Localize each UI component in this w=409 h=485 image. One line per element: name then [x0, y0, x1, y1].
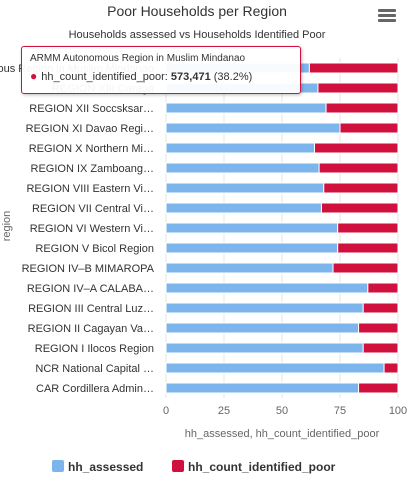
bar-hh_count_identified_poor-12[interactable]	[362, 302, 399, 314]
bar-hh_count_identified_poor-4[interactable]	[313, 142, 399, 154]
legend[interactable]: hh_assessed hh_count_identified_poor	[52, 460, 336, 474]
bar-hh_assessed-13[interactable]	[165, 322, 360, 334]
chart-subtitle: Households assessed vs Households Identi…	[69, 29, 326, 41]
tooltip-title: ARMM Autonomous Region in Muslim Mindana…	[30, 53, 246, 64]
tooltip-series-label: hh_count_identified_poor:	[41, 71, 168, 83]
bar-hh_count_identified_poor-5[interactable]	[318, 162, 399, 174]
bar-hh_count_identified_poor-7[interactable]	[320, 202, 399, 214]
bar-series	[165, 62, 399, 394]
bar-hh_count_identified_poor-8[interactable]	[337, 222, 399, 234]
category-label: CAR Cordillera Admin…	[36, 383, 154, 395]
bar-hh_count_identified_poor-10[interactable]	[332, 262, 399, 274]
bar-hh_count_identified_poor-14[interactable]	[362, 342, 399, 354]
tooltip-percent: (38.2%)	[213, 71, 253, 83]
category-label: REGION VIII Eastern Vi…	[26, 183, 154, 195]
category-label: REGION V Bicol Region	[35, 243, 154, 255]
x-tick-label: 25	[218, 405, 230, 417]
bar-hh_count_identified_poor-16[interactable]	[358, 382, 399, 394]
legend-label-hh_count_identified_poor[interactable]: hh_count_identified_poor	[188, 460, 336, 474]
legend-label-hh_assessed[interactable]: hh_assessed	[68, 460, 143, 474]
bar-hh_count_identified_poor-6[interactable]	[323, 182, 399, 194]
bar-hh_assessed-6[interactable]	[165, 182, 325, 194]
bar-hh_assessed-14[interactable]	[165, 342, 364, 354]
bar-hh_assessed-10[interactable]	[165, 262, 334, 274]
bar-hh_assessed-3[interactable]	[165, 122, 341, 134]
category-label: REGION X Northern Mi…	[29, 143, 154, 155]
bar-hh_count_identified_poor-15[interactable]	[383, 362, 399, 374]
x-tick-labels: 0 25 50 75 100	[163, 405, 407, 417]
hamburger-menu-icon-bottom	[378, 19, 396, 22]
bar-hh_assessed-9[interactable]	[165, 242, 339, 254]
category-label: NCR National Capital …	[35, 363, 154, 375]
bar-hh_assessed-4[interactable]	[165, 142, 315, 154]
legend-swatch-hh_assessed[interactable]	[52, 460, 64, 472]
y-axis-title: region	[1, 211, 13, 242]
category-label: REGION IV–B MIMAROPA	[22, 263, 155, 275]
category-label: REGION II Cagayan Va…	[28, 323, 154, 335]
category-label: REGION IV–A CALABA…	[27, 283, 154, 295]
bar-hh_count_identified_poor-9[interactable]	[337, 242, 399, 254]
x-tick-label: 75	[334, 405, 346, 417]
tooltip-series-dot-icon: ●	[30, 69, 38, 83]
category-label: REGION VII Central Vi…	[32, 203, 154, 215]
category-label: REGION VI Western Vi…	[30, 223, 154, 235]
tooltip: ARMM Autonomous Region in Muslim Mindana…	[21, 46, 301, 94]
hamburger-menu-icon	[378, 9, 396, 12]
bar-hh_assessed-7[interactable]	[165, 202, 322, 214]
legend-swatch-hh_count_identified_poor[interactable]	[172, 460, 184, 472]
category-labels: ARMM Autonomous Region in Muslim Mindana…	[0, 63, 155, 395]
bar-hh_count_identified_poor-2[interactable]	[325, 102, 399, 114]
category-label: REGION XI Davao Regi…	[26, 123, 154, 135]
chart-title: Poor Households per Region	[107, 3, 287, 19]
bar-hh_assessed-16[interactable]	[165, 382, 360, 394]
bar-hh_count_identified_poor-0[interactable]	[308, 62, 399, 74]
x-tick-label: 50	[276, 405, 288, 417]
hamburger-menu-icon-middle	[378, 14, 396, 17]
bar-hh_count_identified_poor-11[interactable]	[367, 282, 399, 294]
x-tick-label: 100	[389, 405, 407, 417]
category-label: REGION IX Zamboang…	[31, 163, 155, 175]
bar-hh_assessed-5[interactable]	[165, 162, 320, 174]
x-tick-label: 0	[163, 405, 169, 417]
category-label: REGION XII Soccsksar…	[29, 103, 154, 115]
bar-hh_count_identified_poor-13[interactable]	[358, 322, 399, 334]
x-axis-title: hh_assessed, hh_count_identified_poor	[185, 428, 380, 440]
category-label: REGION I Ilocos Region	[35, 343, 154, 355]
tooltip-value: 573,471	[170, 71, 211, 83]
bar-hh_count_identified_poor-3[interactable]	[339, 122, 399, 134]
bar-hh_assessed-11[interactable]	[165, 282, 369, 294]
bar-hh_count_identified_poor-1[interactable]	[317, 82, 399, 94]
bar-hh_assessed-2[interactable]	[165, 102, 327, 114]
chart-menu-button[interactable]	[374, 4, 400, 26]
bar-hh_assessed-15[interactable]	[165, 362, 385, 374]
bar-hh_assessed-12[interactable]	[165, 302, 364, 314]
bar-hh_assessed-8[interactable]	[165, 222, 339, 234]
category-label: REGION III Central Luz…	[28, 303, 154, 315]
